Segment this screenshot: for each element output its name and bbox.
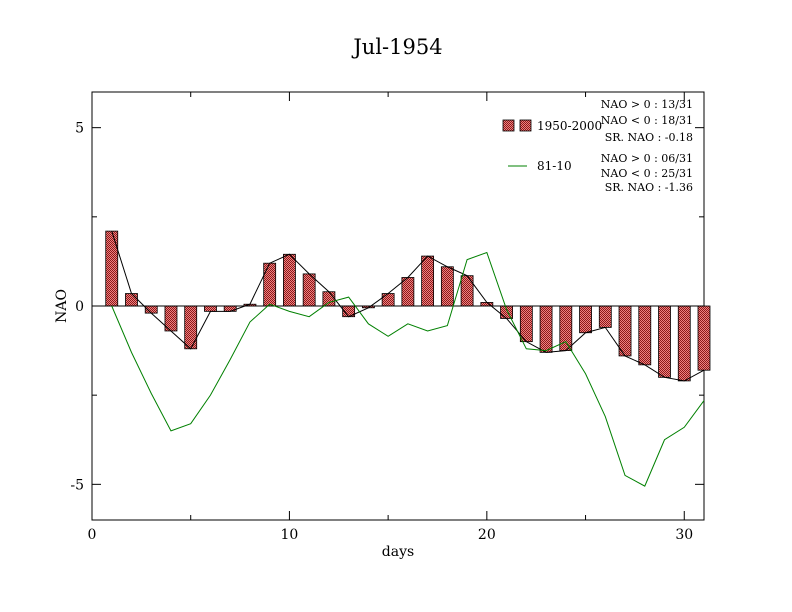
legend-bar-swatch-right [519,119,532,132]
legend: 1950-2000 81-10 [502,119,602,173]
stat-1950-nao-negative: NAO < 0 : 18/31 [601,114,693,127]
stat-1950-nao-positive: NAO > 0 : 13/31 [601,98,693,111]
bar-day-9 [263,262,277,307]
x-axis-label: days [382,544,414,560]
x-tick-label-30: 30 [675,527,693,543]
bar-day-25 [579,305,592,334]
bar-day-23 [539,305,553,353]
bar-day-12 [322,291,336,307]
chart-title: Jul-1954 [351,35,442,59]
stat-8110-nao-positive: NAO > 0 : 06/31 [601,152,693,165]
bar-day-30 [677,305,691,382]
bar-day-10 [283,253,296,307]
x-tick-label-20: 20 [478,527,496,543]
x-tick-label-0: 0 [88,527,97,543]
y-axis-label: NAO [54,289,70,323]
stat-8110-sr-nao: SR. NAO : -1.36 [605,181,693,194]
stats-block: NAO > 0 : 13/31 NAO < 0 : 18/31 SR. NAO … [601,98,693,194]
bar-day-28 [638,305,652,366]
bar-day-31 [697,305,711,371]
ticks-layer: 0 10 20 30 -5 0 5 [70,92,704,543]
x-tick-label-10: 10 [281,527,299,543]
bar-day-19 [460,275,474,307]
bar-day-29 [658,305,671,378]
bar-day-21 [500,305,513,319]
legend-label-1950-2000: 1950-2000 [537,119,602,133]
bar-day-5 [184,305,198,350]
bar-day-16 [401,277,415,307]
stat-8110-nao-negative: NAO < 0 : 25/31 [601,167,693,180]
bar-day-18 [440,266,454,307]
bar-day-1 [105,230,119,307]
bar-day-7 [223,305,237,312]
stat-1950-sr-nao: SR. NAO : -0.18 [605,131,693,144]
y-tick-label-0: 0 [75,299,84,315]
legend-label-81-10: 81-10 [537,159,572,173]
bar-day-6 [204,305,217,312]
bar-day-11 [302,273,316,307]
bar-series-outline-line [111,230,705,382]
y-tick-label--5: -5 [70,477,84,493]
bar-day-15 [381,293,395,307]
y-tick-label-5: 5 [75,121,84,137]
bar-day-26 [598,305,612,328]
bar-day-27 [618,305,632,357]
bar-day-17 [421,255,435,307]
series-81-10-line [111,251,705,487]
legend-bar-swatch-left [502,119,515,132]
bar-day-2 [125,293,138,307]
